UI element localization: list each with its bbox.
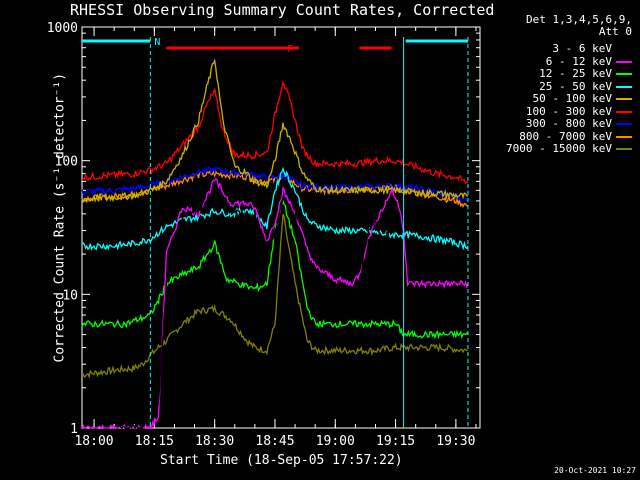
legend-entry: 25 - 50 keV [539, 79, 632, 93]
series-line-6-12-keV [81, 177, 469, 431]
x-axis-label: Start Time (18-Sep-05 17:57:22) [160, 453, 403, 468]
flag-label-f: F [287, 44, 293, 55]
legend-swatch [616, 73, 632, 75]
legend-entry-label: 300 - 800 keV [525, 117, 612, 130]
legend-entry: 50 - 100 keV [533, 93, 632, 105]
legend-entry-label: 50 - 100 keV [532, 92, 612, 105]
legend-entry: 6 - 12 keV [545, 54, 632, 68]
x-tick-label: 18:00 [74, 434, 113, 449]
x-tick-label: 18:15 [135, 434, 174, 449]
legend-entry-label: 6 - 12 keV [545, 54, 612, 68]
x-tick-label: 19:15 [376, 434, 415, 449]
legend-entry-label: 3 - 6 keV [552, 42, 612, 55]
legend-entry: 7000 - 15000 keV [506, 143, 632, 155]
legend-entry-label: 12 - 25 keV [539, 67, 612, 80]
y-tick-label: 10 [62, 288, 78, 303]
legend-entry-label: 25 - 50 keV [539, 79, 612, 93]
flag-label-n: N [154, 37, 160, 48]
timestamp: 20-Oct-2021 10:27 [554, 466, 636, 475]
legend-swatch [616, 48, 632, 50]
series-line-100-300-keV [81, 79, 469, 185]
series-line-7000-15000-keV [81, 213, 468, 379]
series-line-3-6-keV [117, 193, 396, 430]
legend-header: Det 1,3,4,5,6,9, Att 0 [526, 14, 632, 38]
legend-entry: 800 - 7000 keV [519, 129, 632, 143]
legend-swatch [616, 110, 632, 113]
legend-swatch [616, 98, 632, 100]
legend-header-line-2: Att 0 [598, 25, 632, 38]
series-line-12-25-keV [81, 199, 469, 340]
legend-entry: 300 - 800 keV [526, 118, 632, 130]
plot-frame [81, 26, 481, 429]
x-tick-label: 18:30 [195, 434, 234, 449]
y-tick-label: 1 [70, 422, 78, 437]
legend-swatch [616, 148, 632, 150]
y-tick-label: 100 [55, 155, 78, 170]
y-tick-label: 1000 [47, 21, 78, 36]
legend-entry: 3 - 6 keV [552, 43, 632, 55]
legend-entry: 12 - 25 keV [539, 68, 632, 80]
legend-entry-label: 100 - 300 keV [525, 104, 612, 118]
series-line-300-800-keV [81, 165, 469, 203]
chart-title: RHESSI Observing Summary Count Rates, Co… [70, 1, 495, 19]
legend-swatch [616, 123, 632, 125]
legend-entry-label: 800 - 7000 keV [519, 129, 612, 143]
legend-swatch [616, 135, 632, 138]
series-line-50-100-keV [81, 58, 469, 203]
y-axis-label: Corrected Count Rate (s⁻¹ detector⁻¹) [52, 72, 68, 363]
legend-entry: 100 - 300 keV [525, 104, 632, 118]
legend-swatch [616, 85, 632, 88]
series-line-25-50-keV [81, 166, 469, 251]
legend-header-line-1: Det 1,3,4,5,6,9, [526, 13, 632, 26]
x-tick-label: 19:00 [316, 434, 355, 449]
x-tick-label: 18:45 [255, 434, 294, 449]
x-tick-label: 19:30 [436, 434, 475, 449]
legend-swatch [616, 60, 632, 63]
legend-entry-label: 7000 - 15000 keV [506, 142, 612, 155]
